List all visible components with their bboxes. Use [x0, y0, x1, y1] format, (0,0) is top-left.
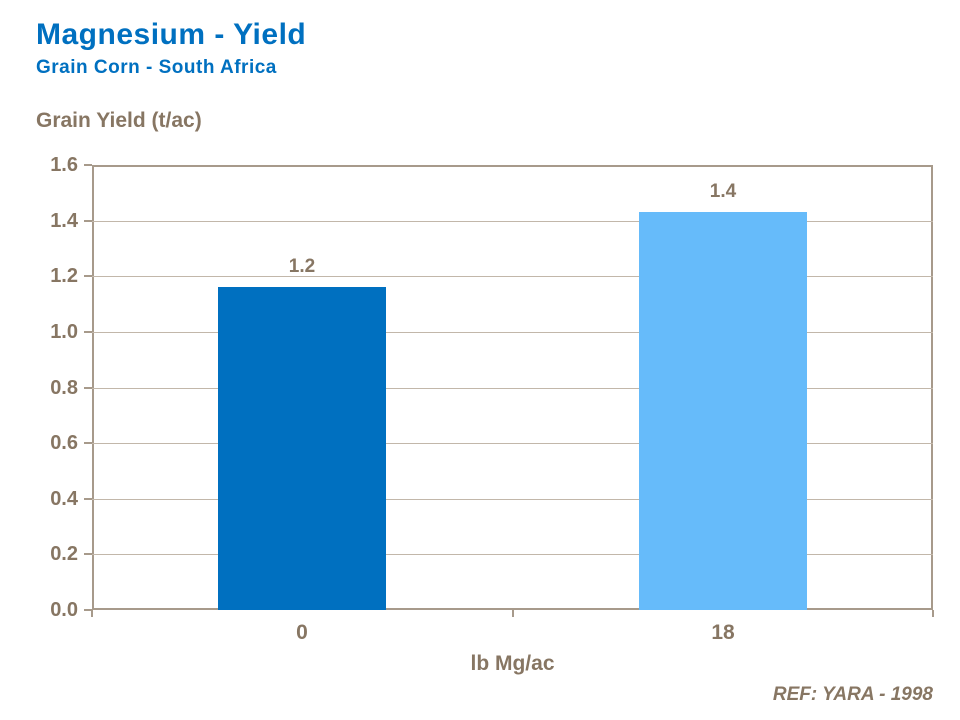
y-tick-label: 1.2	[50, 265, 78, 287]
gridline	[92, 332, 933, 333]
y-axis-tick	[84, 275, 92, 277]
y-axis-tick	[84, 164, 92, 166]
gridline	[92, 499, 933, 500]
bar-value-label: 1.2	[288, 256, 316, 277]
y-axis-title: Grain Yield (t/ac)	[36, 109, 202, 132]
y-axis-tick	[84, 331, 92, 333]
bar	[218, 287, 386, 610]
y-axis-tick	[84, 609, 92, 611]
y-tick-label: 0.6	[50, 432, 78, 454]
y-tick-label: 0.8	[50, 377, 78, 399]
x-axis-tick	[512, 610, 514, 617]
y-tick-label: 1.4	[50, 210, 78, 232]
bar-value-label: 1.4	[709, 181, 737, 202]
y-tick-label: 1.0	[50, 321, 78, 343]
y-tick-label: 0.4	[50, 488, 78, 510]
x-tick-label: 18	[711, 621, 735, 644]
y-tick-label: 0.0	[50, 599, 78, 621]
y-axis-tick	[84, 387, 92, 389]
gridline	[92, 443, 933, 444]
x-axis-title: lb Mg/ac	[470, 652, 555, 675]
y-axis-tick	[84, 498, 92, 500]
gridline	[92, 554, 933, 555]
x-tick-label: 0	[296, 621, 308, 644]
bar	[639, 212, 807, 610]
x-axis-tick	[932, 610, 934, 617]
chart-title: Magnesium - Yield	[36, 18, 307, 51]
x-axis-tick	[91, 610, 93, 617]
reference-text: REF: YARA - 1998	[772, 684, 933, 705]
gridline	[92, 221, 933, 222]
y-tick-label: 0.2	[50, 543, 78, 565]
y-axis-tick	[84, 442, 92, 444]
chart-subtitle: Grain Corn - South Africa	[36, 57, 277, 78]
gridline	[92, 388, 933, 389]
gridline	[92, 276, 933, 277]
y-axis-tick	[84, 220, 92, 222]
y-axis-tick	[84, 553, 92, 555]
y-tick-label: 1.6	[50, 154, 78, 176]
